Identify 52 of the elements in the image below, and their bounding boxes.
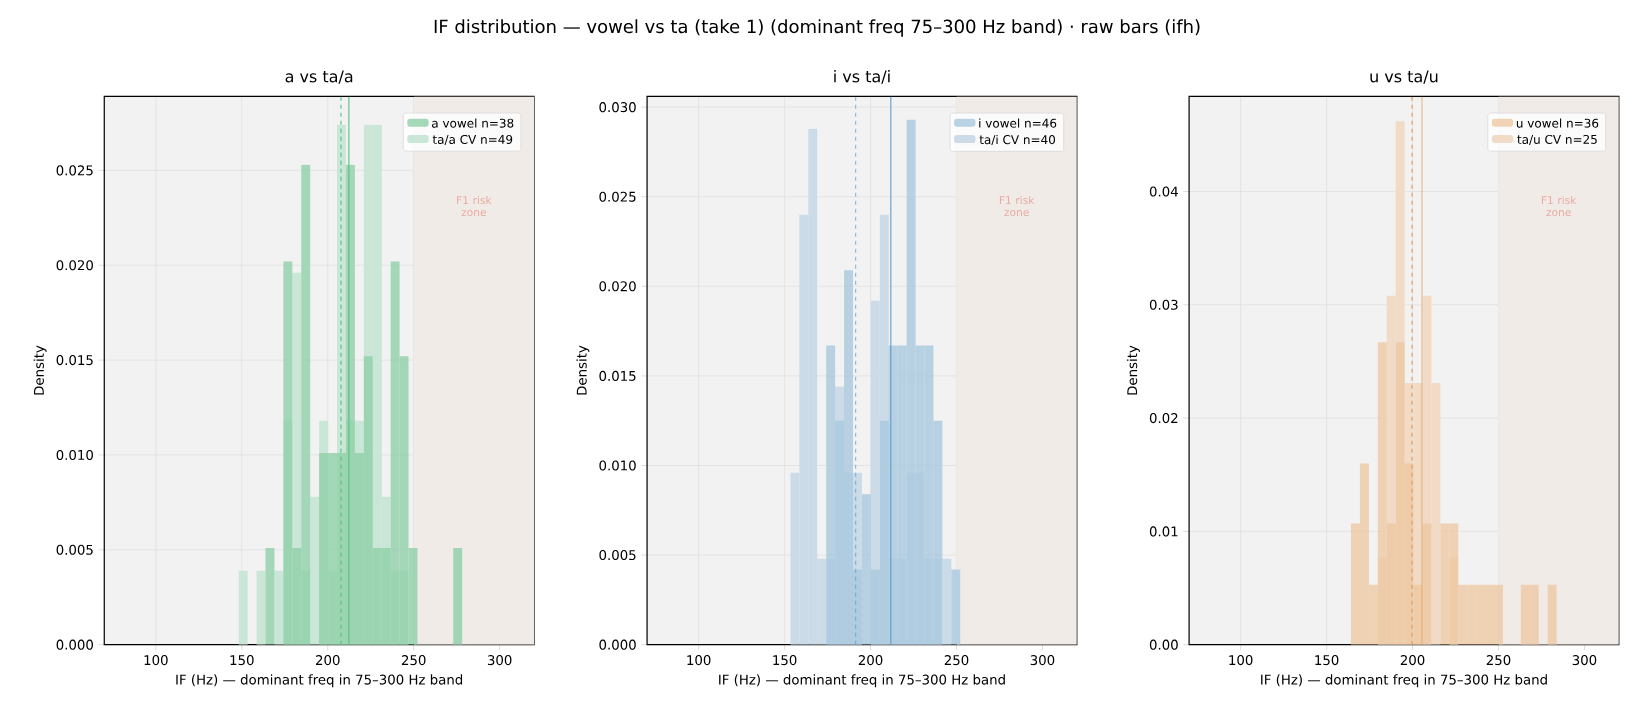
legend-label: u vowel n=36 bbox=[1516, 118, 1599, 128]
x-tick-label: 100 bbox=[1229, 655, 1253, 666]
x-tick-label: 200 bbox=[858, 655, 883, 666]
x-tick-label: 150 bbox=[1315, 655, 1339, 666]
y-tick-label: 0.025 bbox=[599, 191, 636, 202]
legend-label: a vowel n=38 bbox=[432, 118, 514, 128]
x-tick-label: 300 bbox=[1572, 655, 1597, 666]
legend-label: i vowel n=46 bbox=[979, 118, 1057, 128]
x-tick-label: 250 bbox=[1486, 655, 1511, 666]
band-label: F1 risk zone bbox=[457, 195, 492, 217]
x-axis-title: IF (Hz) — dominant freq in 75–300 Hz band bbox=[176, 674, 463, 688]
y-axis-title: Density bbox=[33, 345, 47, 395]
y-tick-label: 0.03 bbox=[1149, 299, 1178, 310]
y-tick-label: 0.015 bbox=[56, 355, 93, 366]
x-tick-label: 100 bbox=[687, 655, 711, 666]
y-tick-label: 0.005 bbox=[599, 550, 636, 561]
x-axis-title: IF (Hz) — dominant freq in 75–300 Hz band bbox=[719, 674, 1005, 688]
y-tick-label: 0.000 bbox=[56, 639, 93, 650]
y-tick-label: 0.030 bbox=[599, 102, 636, 113]
x-tick-label: 250 bbox=[944, 655, 969, 666]
legend-label: ta/i CV n=40 bbox=[979, 134, 1056, 146]
y-tick-label: 0.01 bbox=[1149, 526, 1178, 537]
y-tick-label: 0.015 bbox=[599, 370, 636, 381]
band-label: F1 risk zone bbox=[999, 195, 1035, 217]
y-tick-label: 0.00 bbox=[1149, 639, 1178, 650]
x-tick-label: 150 bbox=[773, 655, 797, 666]
y-tick-label: 0.020 bbox=[56, 260, 93, 271]
x-tick-label: 250 bbox=[401, 655, 426, 666]
x-tick-label: 150 bbox=[230, 655, 254, 666]
x-tick-label: 200 bbox=[315, 655, 340, 666]
chart-title: a vs ta/a bbox=[285, 70, 353, 84]
y-tick-label: 0.005 bbox=[56, 544, 93, 555]
y-tick-label: 0.04 bbox=[1149, 186, 1178, 197]
text: IF distribution — vowel vs ta (take 1) (dominant freq 75–300 Hz band) · raw bars (ifh) bbox=[434, 19, 1200, 37]
x-axis-title: IF (Hz) — dominant freq in 75–300 Hz band bbox=[1261, 674, 1547, 688]
x-tick-label: 300 bbox=[1030, 655, 1055, 666]
y-tick-label: 0.02 bbox=[1149, 413, 1178, 424]
chart-title: i vs ta/i bbox=[834, 70, 890, 84]
legend-label: ta/u CV n=25 bbox=[1517, 134, 1597, 145]
x-tick-label: 100 bbox=[144, 655, 168, 666]
y-axis-title: Density bbox=[1126, 345, 1140, 395]
chart-title: u vs ta/u bbox=[1370, 70, 1438, 84]
y-tick-label: 0.020 bbox=[599, 281, 636, 292]
band-label: F1 risk zone bbox=[1541, 195, 1577, 217]
y-tick-label: 0.010 bbox=[56, 449, 93, 460]
y-tick-label: 0.025 bbox=[56, 165, 93, 176]
y-tick-label: 0.000 bbox=[599, 639, 636, 650]
x-tick-label: 300 bbox=[487, 655, 512, 666]
y-axis-title: Density bbox=[576, 345, 590, 395]
y-tick-label: 0.010 bbox=[599, 460, 636, 471]
x-tick-label: 200 bbox=[1400, 655, 1425, 666]
legend-label: ta/a CV n=49 bbox=[432, 134, 513, 145]
